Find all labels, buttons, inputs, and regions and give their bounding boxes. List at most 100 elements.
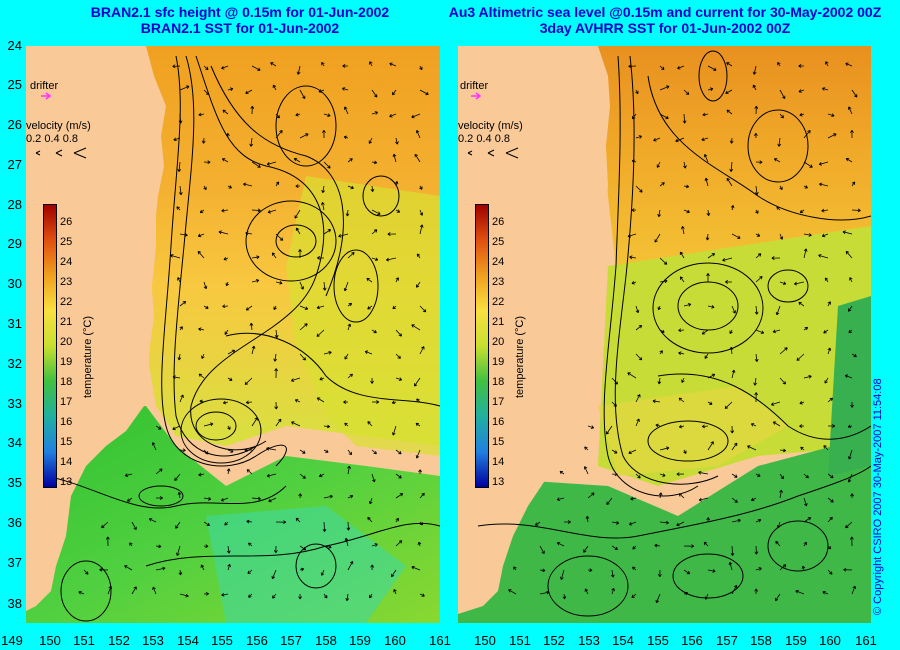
velocity-arrow bbox=[291, 421, 301, 427]
velocity-arrow bbox=[299, 449, 306, 454]
cool-water-region bbox=[828, 296, 871, 476]
velocity-arrow bbox=[847, 424, 853, 429]
velocity-arrow bbox=[227, 377, 233, 381]
velocity-arrow bbox=[298, 493, 303, 499]
velocity-arrow bbox=[392, 89, 397, 96]
velocity-arrow bbox=[754, 105, 759, 115]
velocity-arrow bbox=[683, 544, 695, 549]
velocity-arrow bbox=[729, 329, 733, 334]
colorbar-tick: 16 bbox=[60, 416, 73, 428]
velocity-arrow bbox=[419, 593, 425, 597]
velocity-arrow bbox=[606, 497, 613, 505]
velocity-arrow bbox=[755, 209, 759, 214]
velocity-arrow bbox=[155, 566, 166, 571]
colorbar-tick: 22 bbox=[60, 296, 73, 308]
velocity-arrow bbox=[821, 208, 829, 213]
velocity-arrow bbox=[681, 377, 685, 383]
lat-label: 38 bbox=[7, 596, 22, 611]
velocity-arrow bbox=[148, 518, 157, 523]
velocity-arrow bbox=[245, 400, 253, 405]
colorbar-tick: 25 bbox=[60, 236, 73, 248]
velocity-arrow bbox=[246, 469, 253, 475]
velocity-arrow bbox=[850, 401, 854, 408]
velocity-arrow bbox=[587, 568, 593, 573]
velocity-arrow bbox=[706, 273, 710, 282]
velocity-arrow bbox=[271, 252, 277, 259]
lon-label: 157 bbox=[716, 633, 738, 648]
velocity-arrow bbox=[611, 521, 620, 525]
lat-label: 33 bbox=[7, 396, 22, 411]
temperature-colorbar bbox=[475, 204, 489, 488]
velocity-arrow bbox=[539, 590, 550, 595]
velocity-arrow bbox=[655, 423, 661, 428]
lon-label: 152 bbox=[108, 633, 130, 648]
velocity-arrow bbox=[706, 209, 711, 216]
velocity-arrow bbox=[726, 109, 733, 115]
velocity-arrow bbox=[299, 545, 307, 551]
drifter-legend-label: drifter bbox=[30, 80, 59, 92]
velocity-arrow bbox=[676, 521, 685, 527]
velocity-arrow bbox=[779, 89, 786, 100]
velocity-arrow bbox=[222, 304, 229, 309]
velocity-arrow bbox=[395, 473, 402, 479]
velocity-arrow bbox=[731, 369, 736, 379]
velocity-arrow bbox=[299, 567, 305, 572]
velocity-arrow bbox=[395, 449, 402, 455]
velocity-arrow bbox=[775, 540, 781, 547]
velocity-arrow bbox=[393, 588, 397, 595]
cool-water-region bbox=[458, 436, 871, 623]
velocity-arrow bbox=[678, 493, 685, 499]
velocity-arrow bbox=[681, 226, 685, 235]
velocity-arrow bbox=[777, 521, 781, 529]
velocity-arrow bbox=[245, 305, 253, 311]
velocity-arrow bbox=[369, 593, 373, 599]
velocity-arrow bbox=[659, 65, 665, 70]
velocity-arrow bbox=[227, 425, 231, 430]
velocity-arrow bbox=[799, 112, 805, 117]
velocity-arrow bbox=[343, 400, 349, 404]
lon-label: 150 bbox=[39, 633, 61, 648]
velocity-arrow bbox=[851, 585, 856, 595]
contour-line bbox=[647, 75, 871, 221]
velocity-arrow bbox=[414, 153, 421, 163]
velocity-arrow bbox=[584, 446, 589, 451]
velocity-arrow bbox=[178, 113, 183, 124]
velocity-arrow bbox=[419, 209, 424, 216]
velocity-arrow bbox=[347, 158, 353, 163]
velocity-arrow bbox=[394, 181, 399, 187]
velocity-legend-title: velocity (m/s) bbox=[26, 120, 91, 132]
velocity-arrow bbox=[827, 347, 832, 355]
velocity-arrow bbox=[683, 161, 687, 169]
velocity-arrow bbox=[83, 569, 89, 575]
lat-label: 28 bbox=[7, 197, 22, 212]
velocity-arrow bbox=[754, 353, 759, 362]
velocity-arrow bbox=[419, 224, 424, 235]
velocity-arrow bbox=[389, 113, 397, 118]
velocity-arrow bbox=[728, 561, 733, 571]
velocity-arrow bbox=[347, 323, 352, 331]
lat-label: 27 bbox=[7, 157, 22, 172]
velocity-arrow bbox=[419, 89, 429, 96]
velocity-arrow bbox=[657, 569, 662, 578]
velocity-arrow bbox=[395, 377, 403, 381]
contour-line bbox=[657, 373, 871, 440]
velocity-arrow bbox=[299, 133, 309, 139]
velocity-arrow bbox=[635, 135, 642, 139]
velocity-arrow bbox=[707, 305, 715, 309]
velocity-arrow bbox=[415, 422, 421, 427]
contour-eddy bbox=[747, 109, 809, 183]
velocity-arrow bbox=[755, 567, 762, 571]
velocity-arrow bbox=[227, 185, 232, 189]
velocity-arrow bbox=[508, 589, 517, 595]
velocity-arrow bbox=[779, 448, 787, 453]
velocity-arrow bbox=[683, 569, 691, 575]
velocity-arrow bbox=[754, 132, 758, 139]
velocity-arrow bbox=[513, 566, 517, 571]
velocity-arrow bbox=[250, 105, 255, 115]
velocity-arrow bbox=[818, 254, 829, 259]
velocity-arrow bbox=[632, 113, 637, 120]
contour-eddy bbox=[333, 249, 379, 323]
lon-label: 154 bbox=[177, 633, 199, 648]
velocity-arrow bbox=[244, 377, 253, 385]
velocity-arrow bbox=[124, 473, 133, 478]
